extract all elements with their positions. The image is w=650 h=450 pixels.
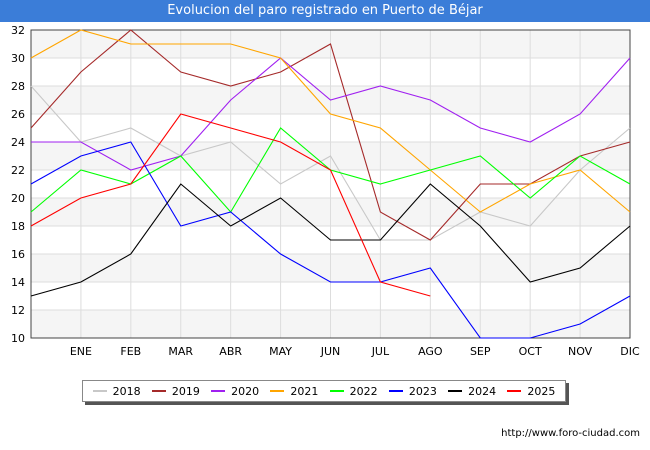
series-line-2025: [30, 113, 431, 297]
chart-legend: 2018 2019 2020 2021 2022 2023 2024 2025: [82, 380, 566, 402]
legend-swatch: [388, 390, 403, 392]
legend-label: 2023: [408, 384, 437, 398]
legend-label: 2019: [171, 384, 200, 398]
x-tick-label: MAY: [269, 345, 292, 358]
x-tick-label: ENE: [70, 345, 92, 358]
chart-title: Evolucion del paro registrado en Puerto …: [0, 0, 650, 22]
legend-label: 2021: [290, 384, 319, 398]
series-line-2024: [30, 183, 631, 297]
y-tick-label: 18: [11, 220, 25, 233]
y-tick-label: 20: [11, 192, 25, 205]
y-tick-label: 16: [11, 248, 25, 261]
y-tick-label: 10: [11, 332, 25, 345]
legend-swatch: [507, 390, 522, 392]
series-line-2023: [30, 141, 631, 339]
x-tick-label: NOV: [568, 345, 593, 358]
series-line-2020: [31, 57, 631, 171]
legend-label: 2018: [112, 384, 141, 398]
watermark: http://www.foro-ciudad.com: [501, 428, 640, 439]
y-tick-label: 26: [11, 108, 25, 121]
legend-item-2024: 2024: [448, 385, 496, 398]
legend-swatch: [329, 390, 344, 392]
y-tick-label: 14: [11, 276, 25, 289]
legend-item-2019: 2019: [151, 384, 200, 398]
legend-item-2020: 2020: [211, 385, 259, 398]
legend-swatch: [270, 390, 285, 392]
legend-label: 2024: [468, 384, 497, 398]
x-tick-label: SEP: [470, 345, 491, 358]
x-tick-label: DIC: [620, 345, 640, 358]
x-tick-label: FEB: [120, 345, 141, 358]
y-tick-label: 12: [11, 304, 25, 317]
x-tick-label: JUL: [371, 345, 390, 358]
y-tick-label: 32: [11, 24, 25, 37]
legend-label: 2020: [231, 384, 260, 398]
legend-item-2021: 2021: [270, 385, 318, 398]
legend-item-2018: 2018: [92, 384, 141, 398]
legend-item-2025: 2025: [507, 385, 555, 398]
y-tick-label: 24: [11, 136, 25, 149]
x-tick-label: JUN: [320, 345, 341, 358]
legend-label: 2022: [349, 384, 378, 398]
y-tick-label: 30: [11, 52, 25, 65]
legend-swatch: [92, 390, 107, 392]
y-tick-label: 22: [11, 164, 25, 177]
legend-item-2023: 2023: [388, 384, 437, 398]
y-tick-label: 28: [11, 80, 25, 93]
x-tick-label: OCT: [519, 345, 542, 358]
legend-item-2022: 2022: [329, 384, 378, 398]
legend-swatch: [211, 390, 226, 392]
series-line-2018: [30, 85, 631, 241]
series-line-2021: [30, 29, 631, 213]
x-tick-label: ABR: [219, 345, 242, 358]
legend-label: 2025: [527, 384, 556, 398]
legend-swatch: [151, 390, 166, 392]
x-tick-label: AGO: [418, 345, 443, 358]
legend-swatch: [448, 390, 463, 392]
x-tick-label: MAR: [168, 345, 193, 358]
